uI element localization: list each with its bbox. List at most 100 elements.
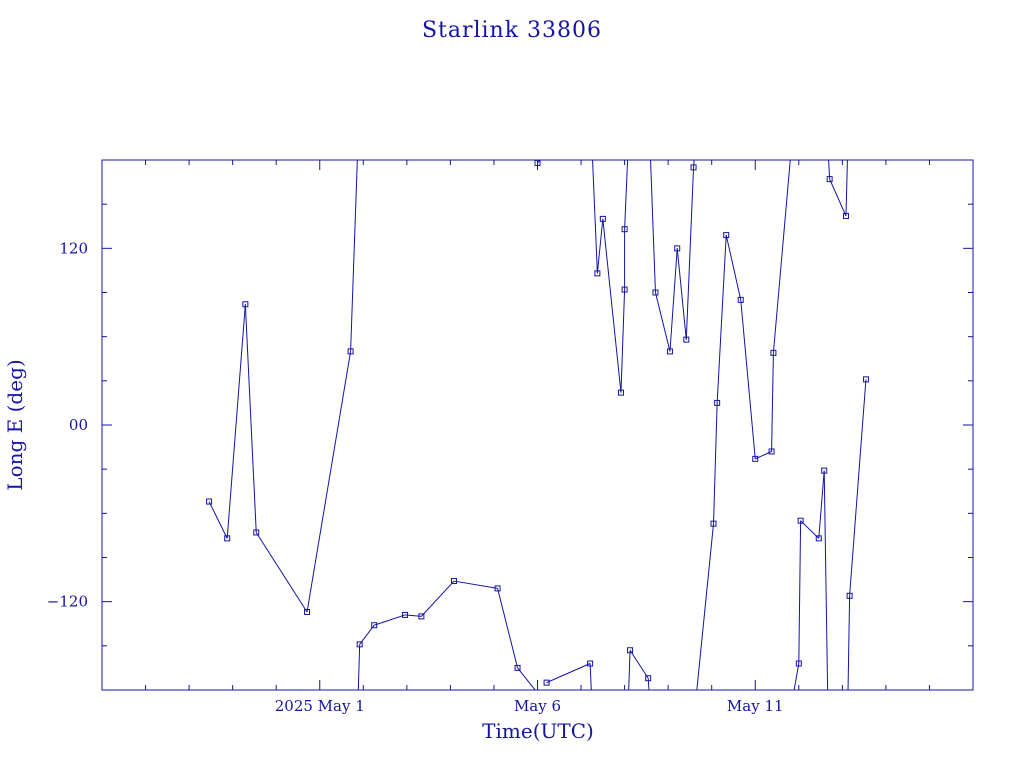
data-point [690, 164, 697, 171]
data-point [304, 608, 311, 615]
data-point [402, 611, 409, 618]
series-lines [208, 160, 867, 690]
series-segment [226, 304, 246, 539]
series-segment [208, 501, 228, 539]
data-point [451, 578, 458, 585]
data-point [795, 660, 802, 667]
data-point [418, 613, 425, 620]
series-segment [849, 379, 867, 596]
series-segment [306, 351, 352, 613]
data-point [815, 535, 822, 542]
series-segment [592, 160, 598, 274]
data-point [797, 517, 804, 524]
series-segment [828, 160, 831, 180]
data-point [842, 212, 849, 219]
series-segment [628, 650, 631, 690]
x-tick-label: May 6 [514, 697, 561, 715]
data-point [543, 679, 550, 686]
series-segment [620, 289, 626, 393]
series-segment [589, 663, 592, 690]
series-segment [546, 663, 591, 684]
series-segment [685, 167, 695, 340]
data-point [862, 376, 869, 383]
series-segment [497, 588, 519, 669]
data-point [826, 176, 833, 183]
series-segment [624, 160, 629, 230]
series-segment [823, 470, 829, 690]
data-point [371, 622, 378, 629]
series-segment [793, 663, 800, 690]
series-segment [357, 644, 361, 690]
chart-title: Starlink 33806 [422, 18, 602, 43]
series-segment [359, 624, 375, 645]
series-segment [602, 218, 622, 393]
data-point [627, 647, 634, 654]
series-segment [693, 160, 695, 168]
data-point [242, 301, 249, 308]
series-segment [374, 614, 406, 626]
data-point [770, 349, 777, 356]
series-segment [647, 678, 650, 690]
series-segment [420, 580, 455, 617]
data-point [621, 286, 628, 293]
y-tick-label: −120 [47, 593, 88, 611]
series-segment [696, 523, 715, 690]
data-point [253, 529, 260, 536]
data-point [714, 399, 721, 406]
series-segment [654, 292, 671, 352]
series-segment [798, 520, 802, 664]
data-point [821, 467, 828, 474]
series-segment [818, 470, 825, 539]
series-segment [629, 649, 649, 679]
data-point [599, 215, 606, 222]
series-segment [650, 160, 656, 293]
data-point [587, 660, 594, 667]
series-segment [771, 352, 774, 452]
data-point [514, 664, 521, 671]
tick-labels: 2025 May 1 May 6 May 11 −120 00 120 [47, 239, 784, 715]
data-point [617, 389, 624, 396]
series-segment [713, 402, 718, 524]
x-tick-label: 2025 May 1 [275, 697, 365, 715]
data-point [683, 336, 690, 343]
data-point [347, 348, 354, 355]
series-segment [517, 667, 536, 690]
series-segment [847, 595, 851, 690]
y-axis-label: Long E (deg) [3, 359, 27, 490]
data-point [534, 160, 541, 166]
x-axis-label: Time(UTC) [482, 719, 594, 743]
data-point [652, 289, 659, 296]
data-point [224, 535, 231, 542]
y-tick-label: 00 [69, 416, 88, 434]
series-segment [829, 178, 847, 217]
series-segment [596, 218, 604, 274]
data-point [768, 448, 775, 455]
data-point [737, 296, 744, 303]
data-point [846, 592, 853, 599]
data-point [594, 270, 601, 277]
series-segment [845, 160, 848, 216]
series-segment [244, 304, 257, 533]
data-point [666, 348, 673, 355]
series-segment [740, 299, 756, 459]
series-segment [725, 234, 742, 300]
data-point [674, 245, 681, 252]
series-segment [255, 532, 308, 613]
series-segment [772, 160, 791, 353]
series-segment [453, 580, 498, 589]
data-point [723, 232, 730, 239]
data-point [356, 641, 363, 648]
series-segment [669, 248, 678, 352]
series-segment [676, 248, 687, 340]
series-segment [350, 160, 358, 352]
y-tick-label: 120 [59, 239, 88, 257]
data-point [621, 226, 628, 233]
series-markers [206, 160, 869, 686]
series-segment [537, 160, 541, 164]
data-point [206, 498, 213, 505]
data-point [645, 675, 652, 682]
plot-frame [101, 159, 974, 691]
axis-ticks [102, 160, 973, 690]
data-point [710, 520, 717, 527]
